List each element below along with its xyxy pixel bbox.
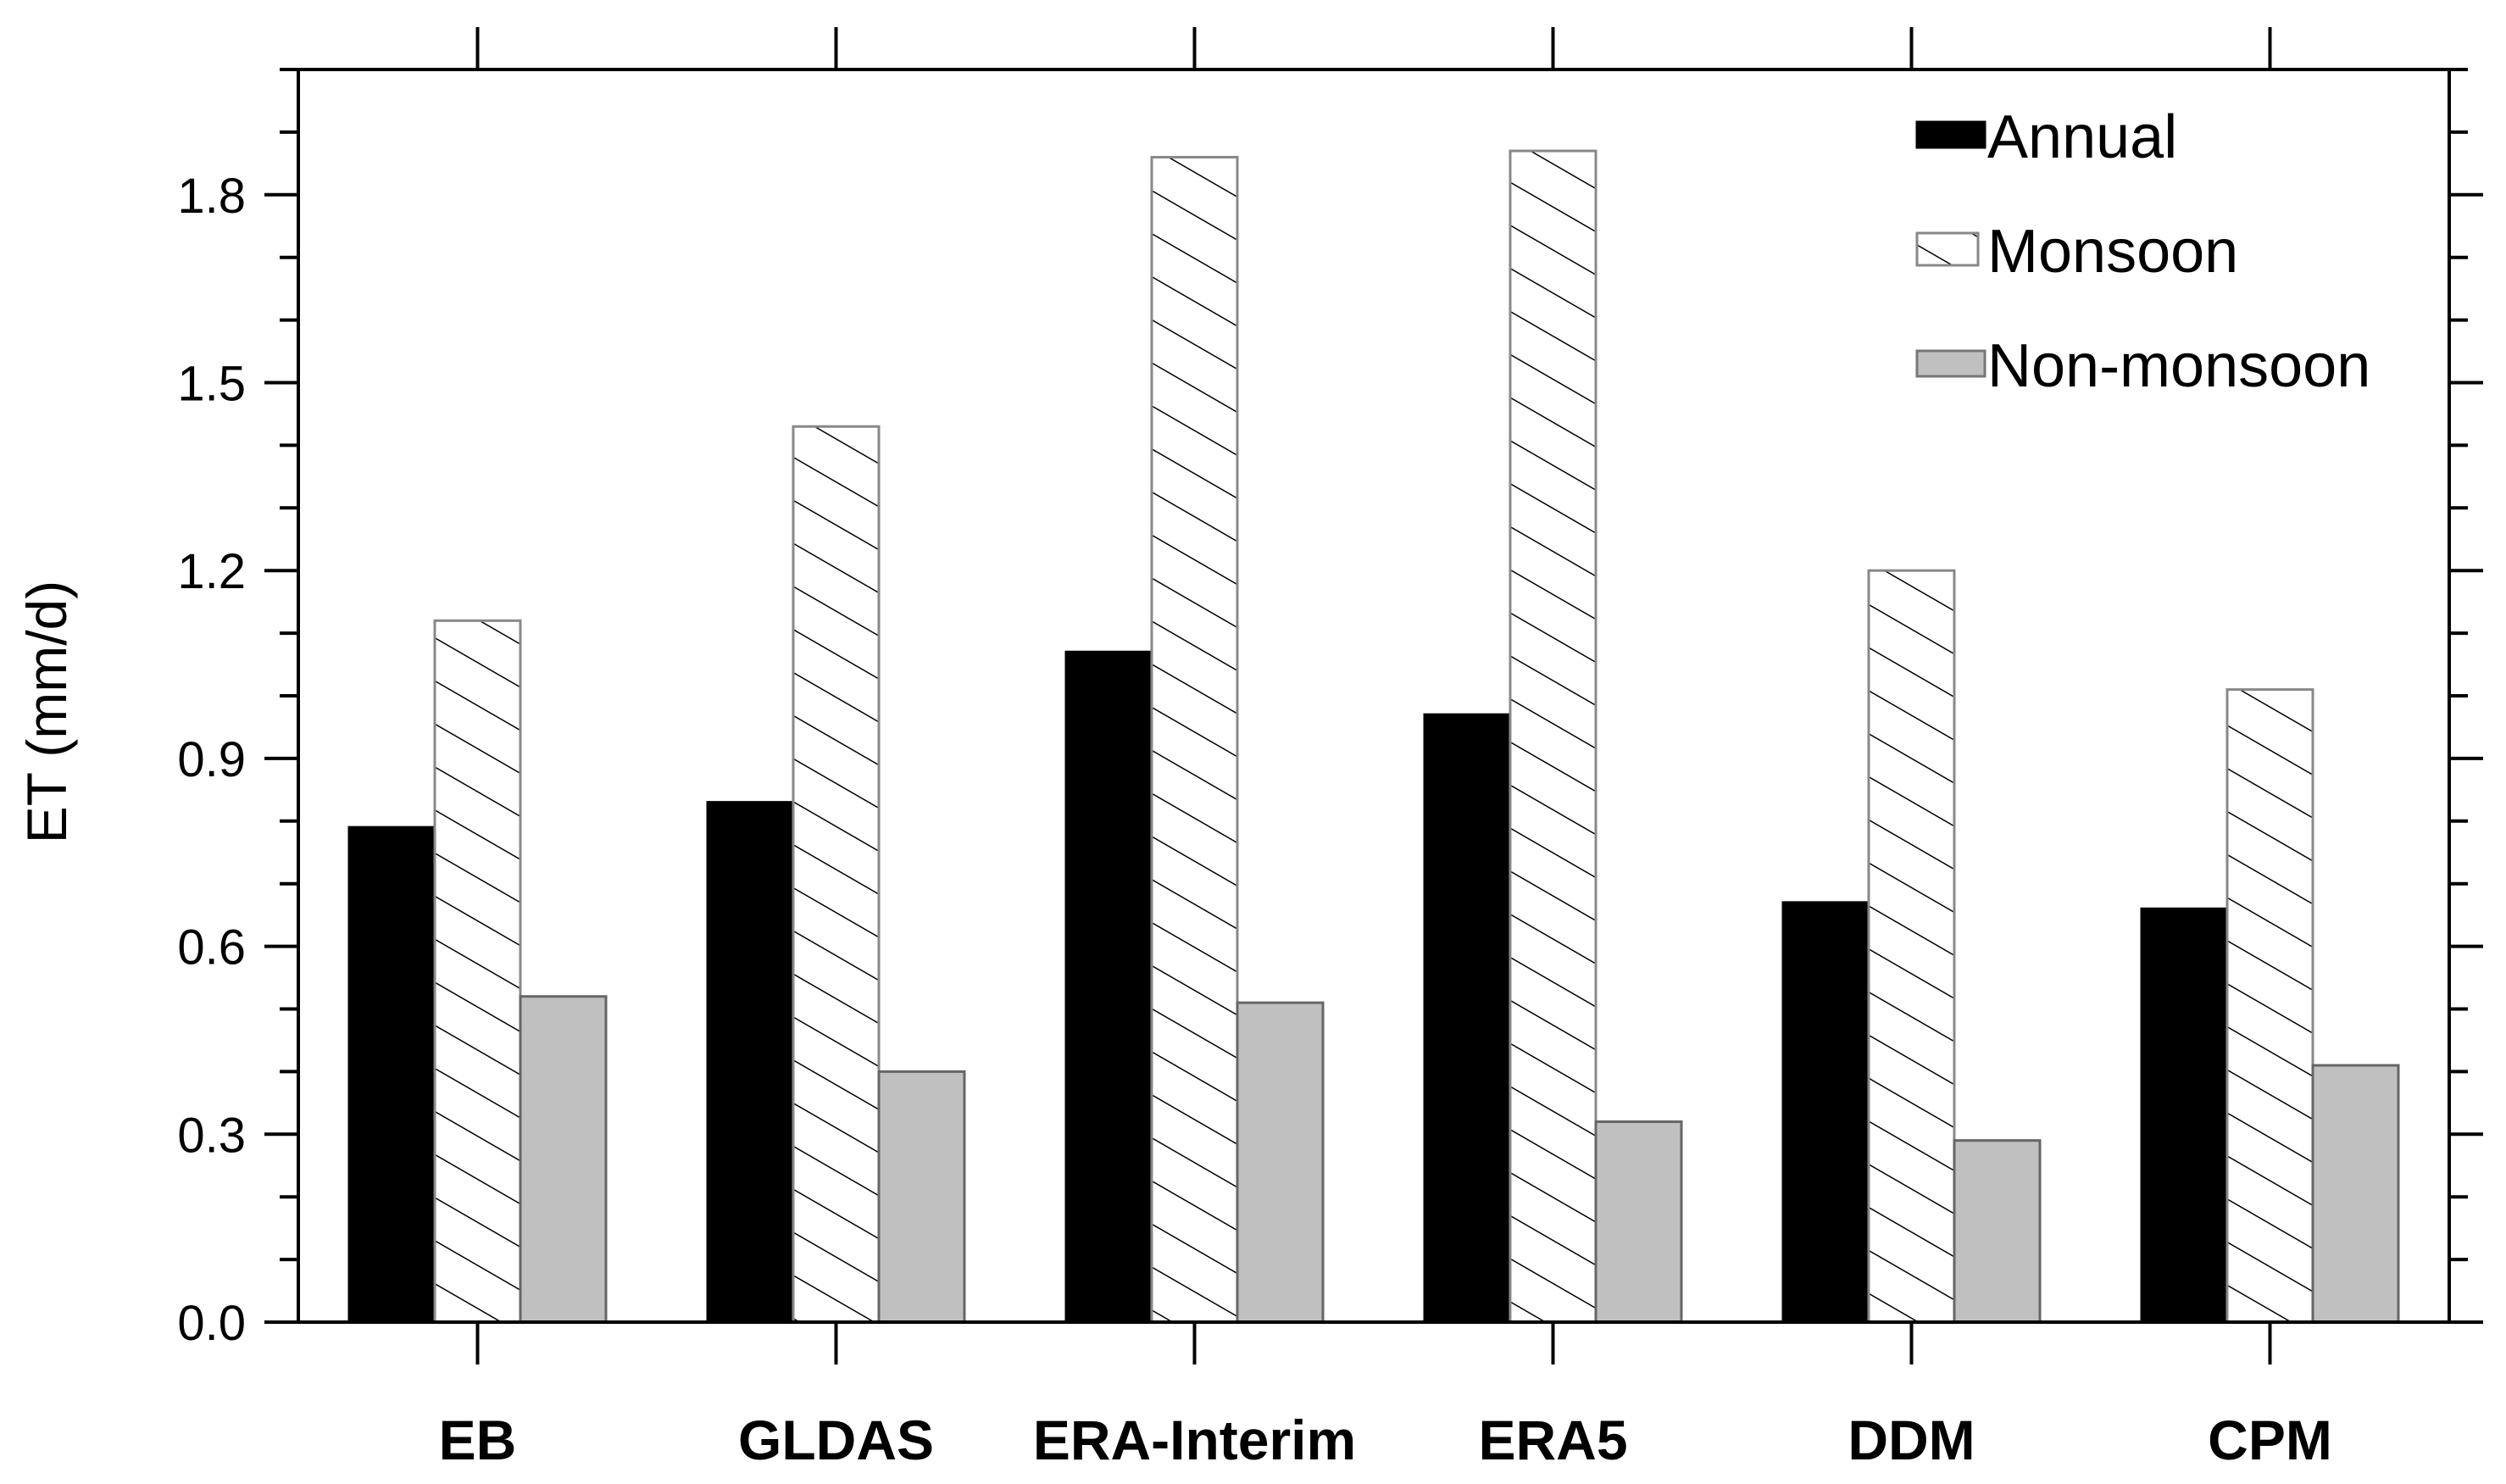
legend-swatch-monsoon: [1915, 231, 1980, 267]
bar-annual-era5: [1423, 713, 1512, 1324]
category-label: ERA5: [1478, 1409, 1627, 1471]
bar-annual-ddm: [1781, 901, 1870, 1324]
category-label: GLDAS: [738, 1409, 934, 1471]
bar-annual-eb: [347, 825, 436, 1324]
y-tick-labels: 0.0 0.3 0.6 0.9 1.2 1.5 1.8: [177, 169, 246, 1351]
bar-non-monsoon-ddm: [1953, 1139, 2042, 1324]
legend: Annual Monsoon Non-monsoon: [1915, 103, 2370, 400]
bar-annual-era-interim: [1064, 650, 1153, 1324]
legend-label-monsoon: Monsoon: [1987, 218, 2238, 286]
legend-label-non-monsoon: Non-monsoon: [1987, 332, 2370, 400]
legend-swatch-non-monsoon: [1915, 349, 1986, 378]
y-tick-label: 0.6: [177, 920, 246, 975]
category-label: EB: [439, 1409, 517, 1471]
legend-swatch-annual: [1915, 120, 1986, 149]
category-label: ERA-Interim: [1033, 1409, 1356, 1471]
axis-ticks: [264, 27, 2483, 1365]
bar-monsoon-era-interim: [1150, 155, 1239, 1324]
bar-monsoon-ddm: [1867, 569, 1956, 1324]
y-axis-label: ET (mm/d): [15, 581, 78, 843]
bar-non-monsoon-era-interim: [1236, 1001, 1325, 1324]
bar-monsoon-gldas: [792, 425, 881, 1324]
y-tick-label: 1.5: [177, 357, 246, 412]
y-tick-label: 0.9: [177, 732, 246, 787]
x-category-labels: EB GLDAS ERA-Interim ERA5 DDM CPM: [439, 1409, 2332, 1471]
legend-label-annual: Annual: [1987, 103, 2177, 171]
y-tick-label: 1.2: [177, 544, 246, 599]
bar-annual-cpm: [2140, 907, 2229, 1324]
y-tick-label: 1.8: [177, 169, 246, 224]
y-tick-label: 0.3: [177, 1108, 246, 1163]
category-label: CPM: [2208, 1409, 2332, 1471]
bar-non-monsoon-cpm: [2311, 1064, 2400, 1324]
bar-annual-gldas: [706, 801, 795, 1324]
category-label: DDM: [1848, 1409, 1975, 1471]
bars-group: [347, 149, 2400, 1324]
y-tick-label: 0.0: [177, 1296, 246, 1351]
bar-non-monsoon-era5: [1594, 1120, 1683, 1324]
bar-monsoon-eb: [433, 619, 522, 1324]
bar-non-monsoon-gldas: [877, 1070, 966, 1324]
bar-monsoon-era5: [1509, 149, 1598, 1324]
bar-non-monsoon-eb: [519, 995, 608, 1324]
bar-monsoon-cpm: [2225, 688, 2314, 1324]
